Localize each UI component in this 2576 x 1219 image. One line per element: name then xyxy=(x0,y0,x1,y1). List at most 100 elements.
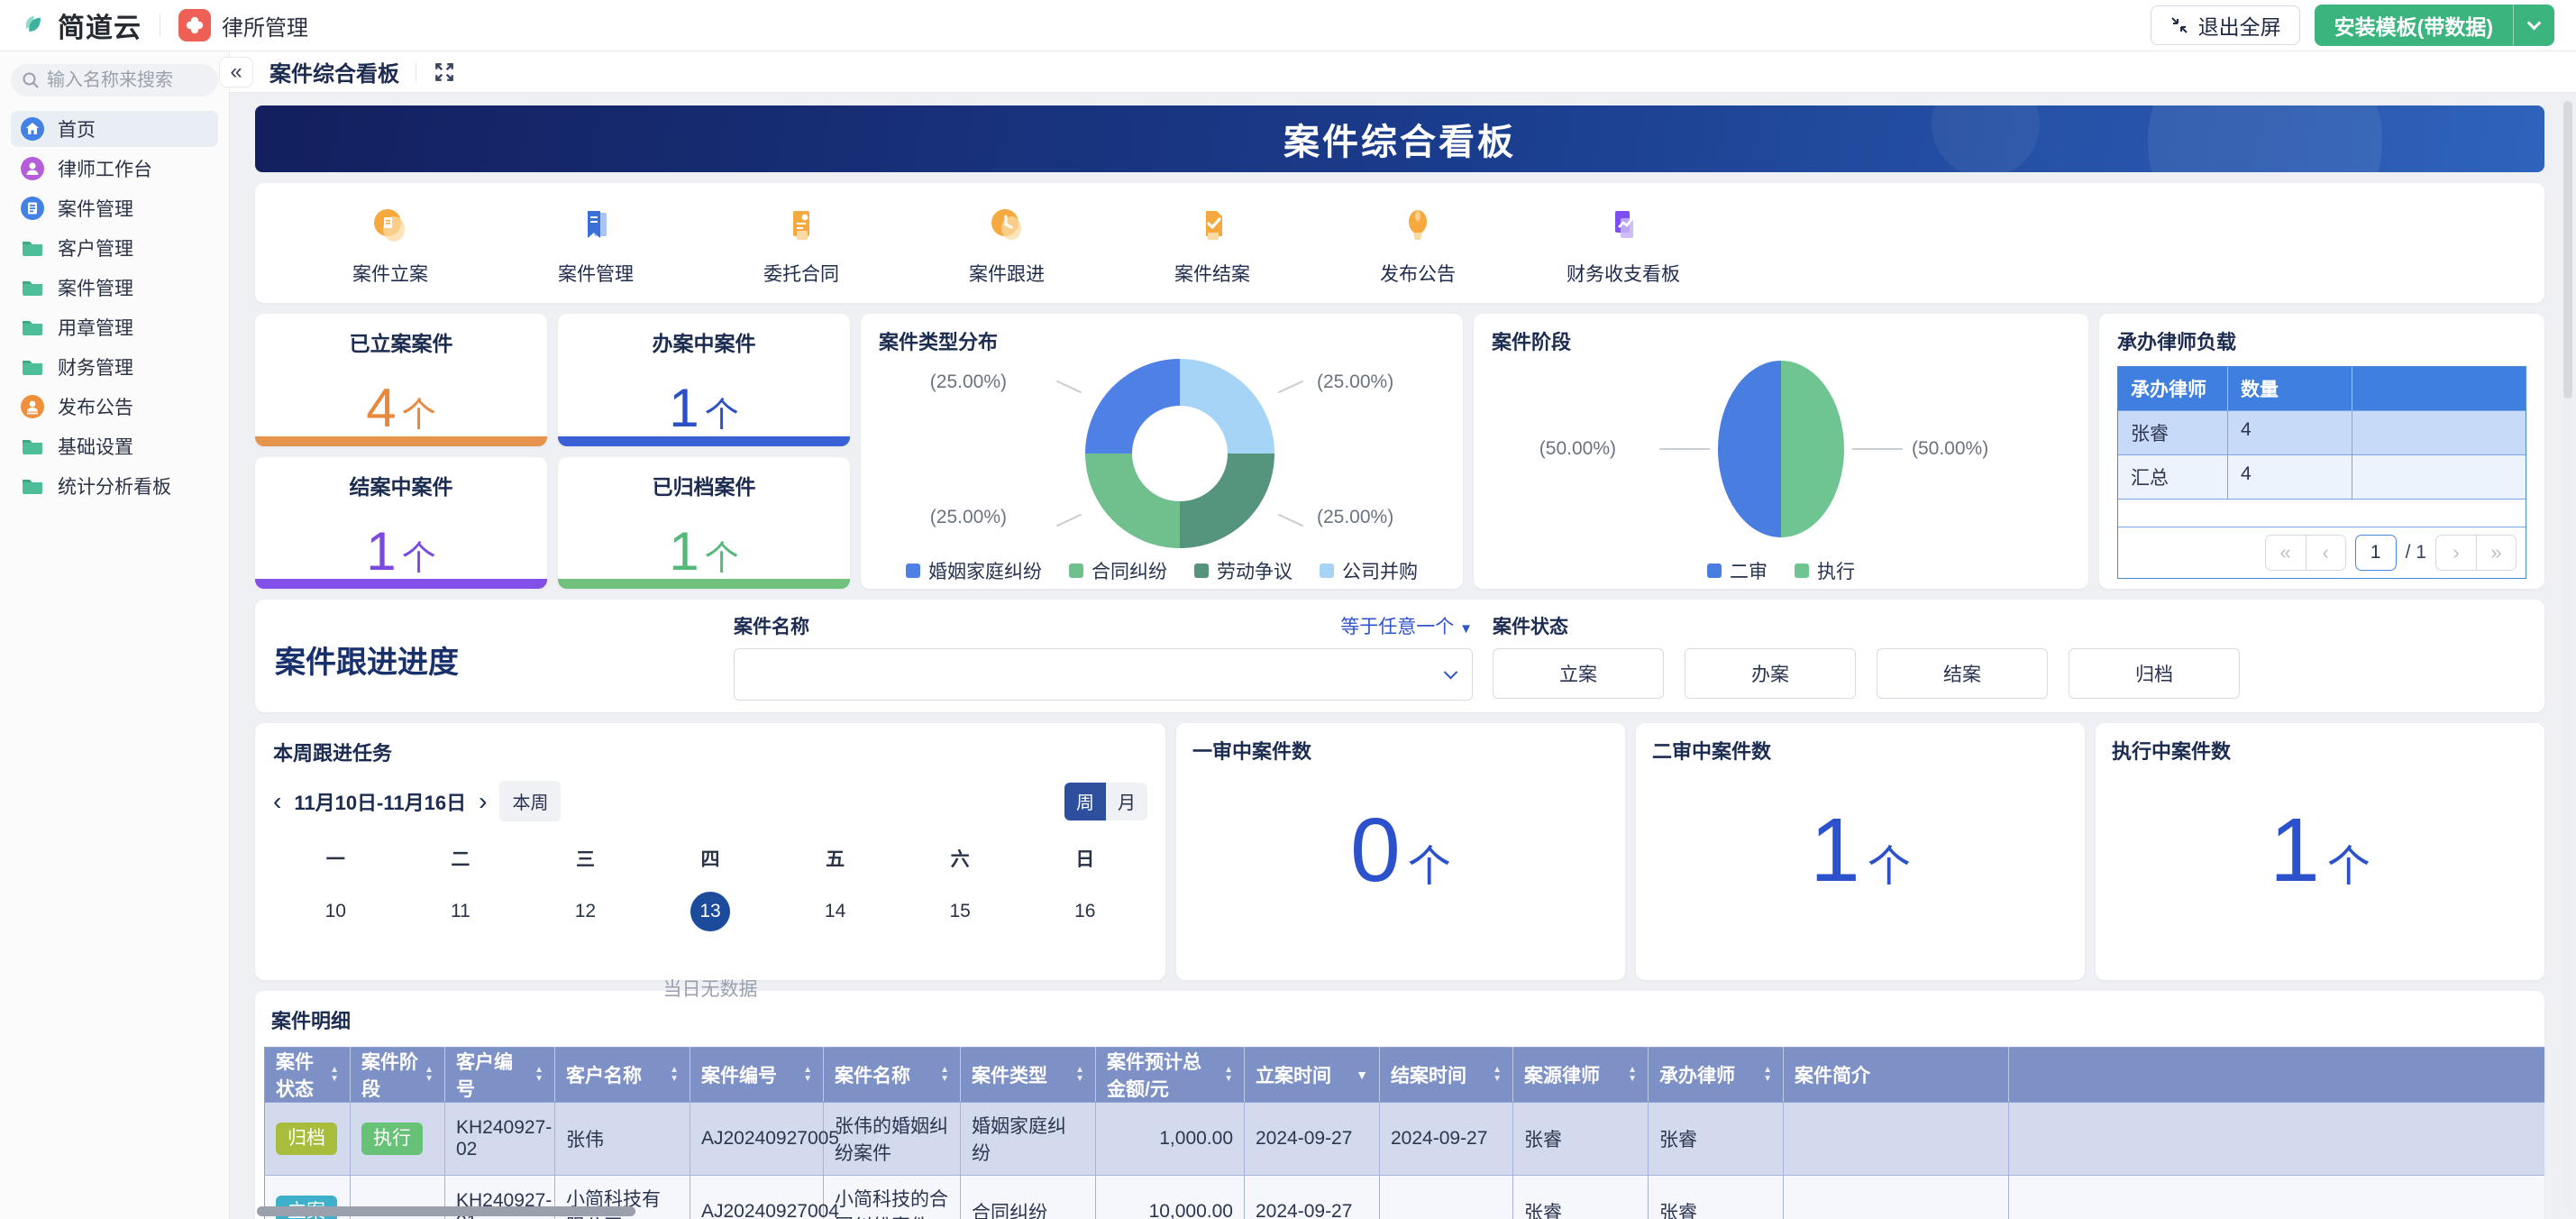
prev-page-button[interactable]: ‹ xyxy=(2305,536,2345,570)
first-page-button[interactable]: « xyxy=(2265,536,2306,570)
case-name-select[interactable] xyxy=(734,648,1473,701)
column-header[interactable]: 案件编号 ▲ ▼ xyxy=(690,1047,824,1103)
status-button-archive[interactable]: 归档 xyxy=(2069,648,2240,699)
quick-link-case-manage[interactable]: 案件管理 xyxy=(493,200,699,287)
source-lawyer-cell: 张睿 xyxy=(1512,1102,1649,1176)
sort-icon[interactable]: ▲ ▼ xyxy=(1763,1065,1772,1084)
calendar-day[interactable]: 11 xyxy=(450,901,470,921)
quick-link-case-filing[interactable]: 案件立案 xyxy=(288,200,493,287)
legend-item[interactable]: 执行 xyxy=(1795,557,1855,584)
quick-link-case-follow[interactable]: 案件跟进 xyxy=(904,200,1110,287)
sidebar-item-case-manage[interactable]: 案件管理 xyxy=(11,190,218,226)
operator-dropdown[interactable]: 等于任意一个 ▼ xyxy=(1340,612,1473,639)
collapse-sidebar-button[interactable]: « xyxy=(219,56,253,87)
sort-desc-icon[interactable]: ▼ xyxy=(1356,1068,1368,1082)
column-header[interactable]: 数量 xyxy=(2228,367,2352,410)
vertical-scrollbar-track[interactable] xyxy=(2563,99,2572,1208)
install-template-button[interactable]: 安装模板(带数据) xyxy=(2314,5,2513,46)
sort-icon[interactable]: ▲ ▼ xyxy=(1075,1065,1084,1084)
sidebar-item-home[interactable]: 首页 xyxy=(11,111,218,147)
sort-icon[interactable]: ▲ ▼ xyxy=(670,1065,679,1084)
pie-label: (25.00%) xyxy=(1317,507,1394,527)
calendar-day[interactable]: 12 xyxy=(574,901,597,921)
calendar-day[interactable]: 16 xyxy=(1074,901,1096,921)
case-status-filter: 案件状态 立案 办案 结案 归档 xyxy=(1493,612,2240,699)
table-row[interactable]: 归档 执行 KH240927-02 张伟 AJ20240927005 张伟的婚姻… xyxy=(264,1102,2544,1176)
sidebar-item-stats-board[interactable]: 统计分析看板 xyxy=(11,468,218,504)
sidebar-item-lawyer-workbench[interactable]: 律师工作台 xyxy=(11,151,218,187)
install-dropdown-button[interactable] xyxy=(2513,5,2554,46)
column-header[interactable]: 案源律师 ▲ ▼ xyxy=(1512,1047,1649,1103)
sort-icon[interactable]: ▲ ▼ xyxy=(330,1065,339,1084)
table-row[interactable]: 张睿 4 xyxy=(2118,410,2526,454)
sidebar-item-label: 律师工作台 xyxy=(58,160,152,180)
sidebar-item-announce[interactable]: 发布公告 xyxy=(11,389,218,425)
sort-icon[interactable]: ▲ ▼ xyxy=(1628,1065,1637,1084)
calendar-day[interactable]: 15 xyxy=(949,901,971,921)
sort-icon[interactable]: ▲ ▼ xyxy=(940,1065,949,1084)
calendar-day[interactable]: 14 xyxy=(824,901,846,921)
status-button-handling[interactable]: 办案 xyxy=(1685,648,1856,699)
label-connector xyxy=(1277,380,1304,394)
sort-icon[interactable]: ▲ ▼ xyxy=(1493,1065,1502,1084)
next-page-button[interactable]: › xyxy=(2436,536,2476,570)
sort-icon[interactable]: ▲ ▼ xyxy=(803,1065,812,1084)
chart-legend: 婚姻家庭纠纷 合同纠纷 劳动争议 公司并购 xyxy=(879,557,1445,584)
horizontal-scrollbar-thumb[interactable] xyxy=(257,1206,635,1216)
column-header[interactable]: 承办律师 xyxy=(2118,367,2228,410)
toggle-month[interactable]: 月 xyxy=(1106,782,1147,820)
calendar-day-selected[interactable]: 13 xyxy=(690,892,731,931)
column-header[interactable]: 承办律师 ▲ ▼ xyxy=(1648,1047,1784,1103)
case-detail-table: 案件状态 ▲ ▼ 案件阶段 ▲ ▼ 客户编号 ▲ ▼ 客户名称 ▲ ▼ 案件编号 ▲ ▼ 案件名称 ▲… xyxy=(264,1047,2544,1219)
column-header[interactable]: 案件简介 xyxy=(1783,1047,2009,1103)
status-button-closing[interactable]: 结案 xyxy=(1877,648,2048,699)
column-header[interactable]: 案件预计总金额/元 ▲ ▼ xyxy=(1095,1047,1245,1103)
fullscreen-icon[interactable] xyxy=(433,60,456,84)
card-title: 本周跟进任务 xyxy=(273,742,393,765)
quick-link-finance-board[interactable]: 财务收支看板 xyxy=(1521,200,1726,287)
column-header[interactable]: 客户名称 ▲ ▼ xyxy=(554,1047,690,1103)
legend-item[interactable]: 合同纠纷 xyxy=(1069,557,1167,584)
sidebar-item-case-manage-2[interactable]: 案件管理 xyxy=(11,270,218,306)
legend-item[interactable]: 劳动争议 xyxy=(1194,557,1293,584)
case-follow-icon xyxy=(991,208,1021,240)
next-week-icon[interactable]: › xyxy=(479,786,488,815)
search-input[interactable] xyxy=(47,69,200,91)
sidebar-item-finance-manage[interactable]: 财务管理 xyxy=(11,349,218,385)
prev-week-icon[interactable]: ‹ xyxy=(273,786,282,815)
calendar-day[interactable]: 10 xyxy=(324,901,346,921)
quick-link-case-close[interactable]: 案件结案 xyxy=(1110,200,1315,287)
weekday-label: 一 xyxy=(325,849,345,870)
sort-icon[interactable]: ▲ ▼ xyxy=(534,1065,544,1084)
legend-item[interactable]: 公司并购 xyxy=(1320,557,1418,584)
sort-icon[interactable]: ▲ ▼ xyxy=(1224,1065,1233,1084)
table-row[interactable]: 立案 KH240927-01 小简科技有限公司 AJ20240927004 小简… xyxy=(264,1175,2544,1219)
column-header[interactable]: 客户编号 ▲ ▼ xyxy=(444,1047,555,1103)
sort-icon[interactable]: ▲ ▼ xyxy=(425,1065,434,1084)
sidebar-item-base-settings[interactable]: 基础设置 xyxy=(11,428,218,464)
page-number-input[interactable]: 1 xyxy=(2354,535,2397,571)
last-page-button[interactable]: » xyxy=(2476,536,2516,570)
quick-link-contract[interactable]: 委托合同 xyxy=(699,200,904,287)
exit-fullscreen-button[interactable]: 退出全屏 xyxy=(2150,5,2300,45)
sidebar-item-seal-manage[interactable]: 用章管理 xyxy=(11,309,218,345)
column-header[interactable]: 案件阶段 ▲ ▼ xyxy=(350,1047,445,1103)
column-header[interactable]: 案件名称 ▲ ▼ xyxy=(823,1047,961,1103)
column-header-sorted[interactable]: 立案时间 ▼ xyxy=(1244,1047,1380,1103)
column-header[interactable]: 结案时间 ▲ ▼ xyxy=(1379,1047,1513,1103)
sidebar-item-customer-manage[interactable]: 客户管理 xyxy=(11,230,218,266)
legend-item[interactable]: 婚姻家庭纠纷 xyxy=(906,557,1042,584)
legend-item[interactable]: 二审 xyxy=(1707,557,1768,584)
column-header[interactable]: 案件状态 ▲ ▼ xyxy=(264,1047,351,1103)
this-week-button[interactable]: 本周 xyxy=(499,781,562,821)
sidebar-search[interactable] xyxy=(11,64,218,96)
announcement-icon xyxy=(21,395,44,418)
vertical-scrollbar-thumb[interactable] xyxy=(2563,101,2572,399)
app-icon[interactable] xyxy=(178,9,211,41)
column-header[interactable]: 案件类型 ▲ ▼ xyxy=(960,1047,1096,1103)
quick-link-announce[interactable]: 发布公告 xyxy=(1315,200,1521,287)
status-button-filing[interactable]: 立案 xyxy=(1493,648,1664,699)
toggle-week[interactable]: 周 xyxy=(1064,782,1106,820)
sidebar-item-label: 用章管理 xyxy=(58,318,133,339)
table-row[interactable]: 汇总 4 xyxy=(2118,454,2526,499)
